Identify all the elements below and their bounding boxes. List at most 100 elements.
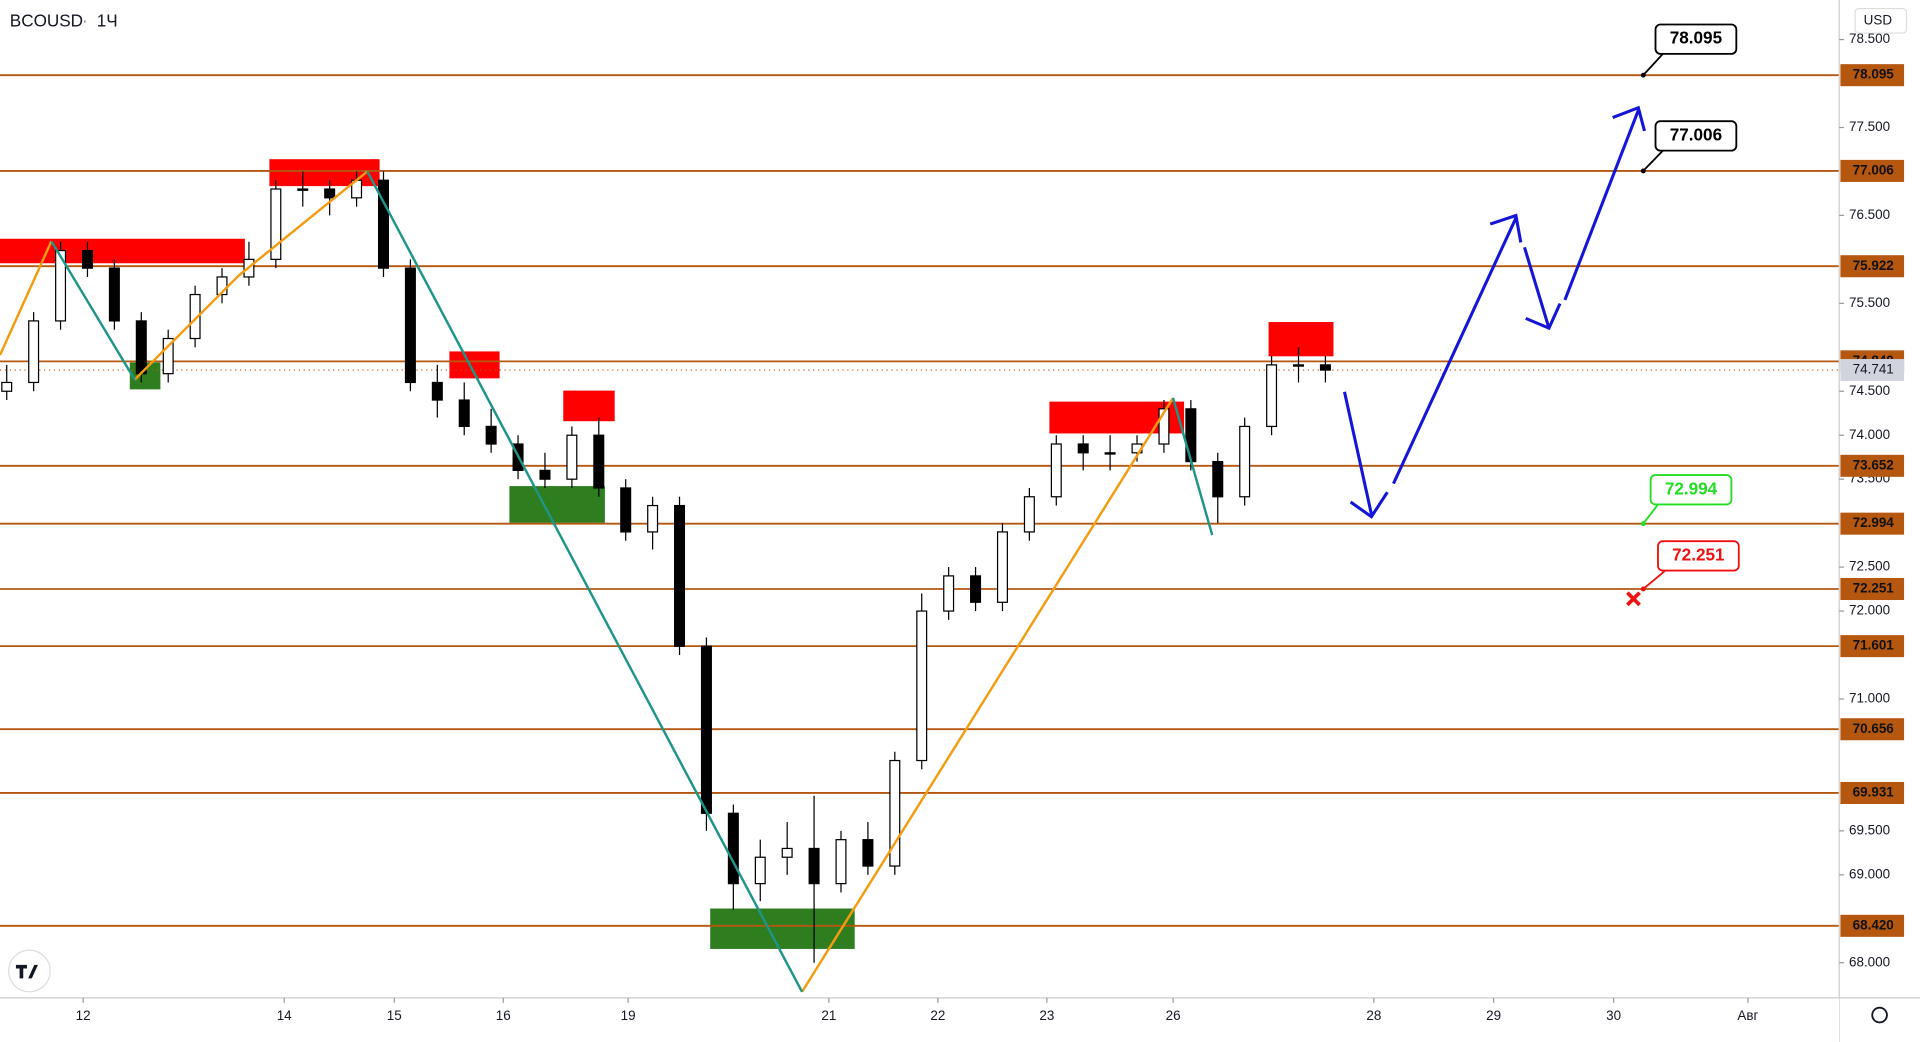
logo-mark xyxy=(15,964,38,979)
level-label: 78.095 xyxy=(1853,67,1895,82)
level-tag xyxy=(1840,577,1905,601)
resistance-zone xyxy=(1268,322,1334,357)
x-tick-label: 16 xyxy=(496,1008,511,1023)
x-tick-label: 26 xyxy=(1166,1008,1181,1023)
zones xyxy=(0,159,1334,949)
y-tick-label: 71.000 xyxy=(1849,691,1890,706)
x-tick-label: 21 xyxy=(821,1008,836,1023)
y-tick-label: 72.000 xyxy=(1849,603,1890,618)
currency-button[interactable] xyxy=(1854,7,1908,34)
y-tick-label: 69.000 xyxy=(1849,866,1890,881)
candle-body xyxy=(1,381,13,392)
callout-anchor xyxy=(1640,586,1646,592)
resistance-zone xyxy=(0,238,245,264)
level-label: 68.420 xyxy=(1853,917,1894,932)
x-tick-label: Авг xyxy=(1737,1008,1758,1023)
x-tick-label: 29 xyxy=(1486,1008,1501,1023)
candle-body xyxy=(458,399,470,428)
candle-body xyxy=(135,320,147,375)
candle-body xyxy=(55,249,67,322)
forecast-arrows xyxy=(1342,105,1646,519)
candle-body xyxy=(1104,452,1116,455)
support-zone xyxy=(710,908,855,949)
y-tick-label: 74.500 xyxy=(1849,383,1890,398)
y-tick-label: 77.500 xyxy=(1849,119,1890,134)
candle-body xyxy=(28,320,40,384)
level-tag xyxy=(1840,159,1905,182)
candle-body xyxy=(862,839,874,867)
callout-label: 77.006 xyxy=(1670,124,1722,144)
candle-body xyxy=(754,856,766,885)
arrow-head xyxy=(1525,303,1562,331)
candle-body xyxy=(1266,364,1278,428)
candle-body xyxy=(1212,460,1224,498)
level-tag xyxy=(1840,255,1905,278)
candle-body xyxy=(1077,443,1089,454)
x-tick-label: 15 xyxy=(387,1008,402,1023)
arrow xyxy=(1563,109,1640,301)
candle-body xyxy=(674,504,686,647)
callout-box xyxy=(1654,23,1738,55)
wave-down xyxy=(366,170,804,993)
candle-body xyxy=(996,531,1008,603)
candle-body xyxy=(808,847,820,885)
candle-body xyxy=(700,645,712,814)
level-label: 75.922 xyxy=(1853,258,1894,273)
x-tick-label: 23 xyxy=(1039,1008,1054,1023)
level-tag xyxy=(1840,781,1905,804)
candle-body xyxy=(324,188,336,199)
candle-body xyxy=(620,487,632,533)
level-tag xyxy=(1840,512,1905,535)
resistance-zone xyxy=(563,390,615,422)
callout-anchor xyxy=(1640,168,1646,174)
callout-pointer xyxy=(1642,53,1664,76)
arrow-head xyxy=(1489,213,1523,243)
currency[interactable]: USD xyxy=(1864,12,1893,27)
arrow-head xyxy=(1349,491,1389,519)
y-tick-label: 76.500 xyxy=(1849,207,1890,222)
candle-body xyxy=(431,381,443,401)
callout-anchor xyxy=(1640,72,1646,78)
callout-label: 72.251 xyxy=(1672,544,1725,564)
callout-anchor xyxy=(1640,521,1646,527)
x-tick-label: 28 xyxy=(1366,1008,1381,1023)
y-tick-label: 69.500 xyxy=(1849,822,1890,837)
level-label: 69.931 xyxy=(1853,785,1895,800)
y-tick-label: 68.000 xyxy=(1849,954,1890,969)
level-label: 71.601 xyxy=(1853,638,1895,653)
levels xyxy=(0,74,1840,927)
y-tick-label: 72.500 xyxy=(1849,559,1890,574)
candle-body xyxy=(270,188,282,260)
callout-label: 72.994 xyxy=(1665,478,1718,498)
wave-down xyxy=(50,240,136,381)
candle-body xyxy=(485,425,497,445)
zigzag xyxy=(0,170,1214,993)
stop-marker xyxy=(1626,591,1641,607)
candle-body xyxy=(781,847,793,858)
axes: 78.50077.50076.50075.50074.50074.00073.5… xyxy=(76,31,1905,1023)
candle-body xyxy=(539,469,551,480)
time-axis-bg xyxy=(0,997,1840,1042)
wave-up xyxy=(0,240,53,356)
symbol: BCOUSD xyxy=(10,11,83,31)
last-price-label: 74.741 xyxy=(1853,362,1894,377)
candle-body xyxy=(189,293,201,340)
x-tick-label: 12 xyxy=(76,1008,91,1023)
level-tag xyxy=(1840,454,1905,477)
level-label: 77.006 xyxy=(1853,162,1894,177)
candle-body xyxy=(162,337,174,375)
candle-body xyxy=(1185,408,1197,463)
arrow xyxy=(1392,217,1518,485)
callout-box xyxy=(1654,120,1738,152)
x-tick-label: 14 xyxy=(277,1008,292,1023)
settings[interactable] xyxy=(1871,1006,1888,1024)
level-label: 70.656 xyxy=(1853,721,1894,736)
callout-pointer xyxy=(1642,149,1664,172)
wave-up xyxy=(801,397,1175,993)
candle-body xyxy=(647,504,659,533)
callout-pointer xyxy=(1642,569,1666,590)
candles xyxy=(1,171,1331,963)
candle-body xyxy=(81,249,93,269)
